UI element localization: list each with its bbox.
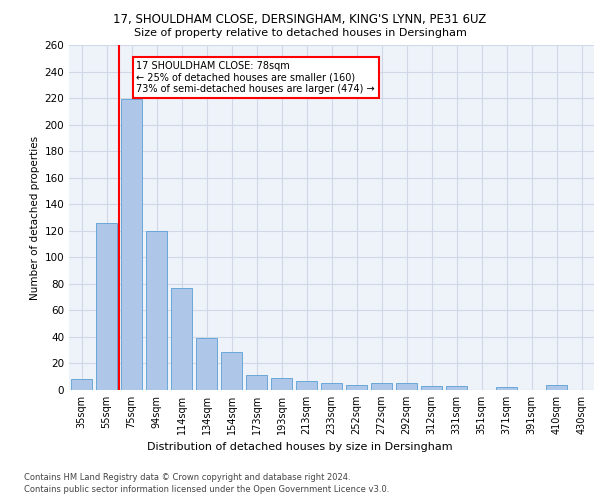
Bar [71,380,92,390]
Bar [271,378,292,390]
Bar [246,376,267,390]
Bar [346,384,367,390]
Bar [546,384,567,390]
Text: 17, SHOULDHAM CLOSE, DERSINGHAM, KING'S LYNN, PE31 6UZ: 17, SHOULDHAM CLOSE, DERSINGHAM, KING'S … [113,12,487,26]
Bar [321,384,342,390]
Bar [146,231,167,390]
Bar [221,352,242,390]
Bar [396,384,417,390]
Bar [421,386,442,390]
Text: Distribution of detached houses by size in Dersingham: Distribution of detached houses by size … [147,442,453,452]
Bar [196,338,217,390]
Text: 17 SHOULDHAM CLOSE: 78sqm
← 25% of detached houses are smaller (160)
73% of semi: 17 SHOULDHAM CLOSE: 78sqm ← 25% of detac… [137,61,375,94]
Bar [121,100,142,390]
Bar [96,223,117,390]
Y-axis label: Number of detached properties: Number of detached properties [30,136,40,300]
Bar [496,388,517,390]
Text: Size of property relative to detached houses in Dersingham: Size of property relative to detached ho… [134,28,466,38]
Bar [171,288,192,390]
Text: Contains public sector information licensed under the Open Government Licence v3: Contains public sector information licen… [24,485,389,494]
Bar [296,380,317,390]
Bar [446,386,467,390]
Text: Contains HM Land Registry data © Crown copyright and database right 2024.: Contains HM Land Registry data © Crown c… [24,472,350,482]
Bar [371,384,392,390]
